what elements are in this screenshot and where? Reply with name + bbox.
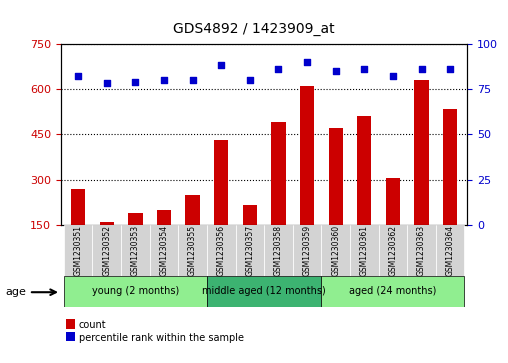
Point xyxy=(160,77,168,83)
FancyBboxPatch shape xyxy=(236,225,264,276)
Point xyxy=(303,59,311,65)
Bar xyxy=(271,122,285,225)
FancyBboxPatch shape xyxy=(207,276,322,307)
Text: GSM1230362: GSM1230362 xyxy=(389,225,397,276)
Bar xyxy=(243,205,257,225)
Text: GSM1230353: GSM1230353 xyxy=(131,225,140,276)
FancyBboxPatch shape xyxy=(407,225,436,276)
FancyBboxPatch shape xyxy=(207,225,236,276)
Point xyxy=(389,73,397,79)
Text: percentile rank within the sample: percentile rank within the sample xyxy=(79,333,244,343)
Bar xyxy=(300,86,314,225)
Bar xyxy=(415,80,429,225)
Text: GSM1230354: GSM1230354 xyxy=(160,225,169,276)
Bar xyxy=(357,116,371,225)
FancyBboxPatch shape xyxy=(92,225,121,276)
Bar xyxy=(443,109,457,225)
Text: GDS4892 / 1423909_at: GDS4892 / 1423909_at xyxy=(173,22,335,36)
Text: aged (24 months): aged (24 months) xyxy=(350,286,437,296)
Text: GSM1230360: GSM1230360 xyxy=(331,225,340,276)
Bar xyxy=(185,195,200,225)
FancyBboxPatch shape xyxy=(293,225,322,276)
Text: GSM1230363: GSM1230363 xyxy=(417,225,426,276)
Text: GSM1230359: GSM1230359 xyxy=(303,225,311,276)
Bar xyxy=(386,178,400,225)
Point xyxy=(446,66,454,72)
FancyBboxPatch shape xyxy=(436,225,464,276)
Text: GSM1230351: GSM1230351 xyxy=(74,225,83,276)
FancyBboxPatch shape xyxy=(350,225,378,276)
Point xyxy=(74,73,82,79)
Bar xyxy=(71,189,85,225)
Point xyxy=(360,66,368,72)
Text: GSM1230364: GSM1230364 xyxy=(446,225,455,276)
Bar xyxy=(157,210,171,225)
Point xyxy=(246,77,254,83)
FancyBboxPatch shape xyxy=(378,225,407,276)
FancyBboxPatch shape xyxy=(64,276,207,307)
FancyBboxPatch shape xyxy=(322,225,350,276)
Text: middle aged (12 months): middle aged (12 months) xyxy=(202,286,326,296)
Bar xyxy=(329,128,343,225)
FancyBboxPatch shape xyxy=(322,276,464,307)
Point xyxy=(332,68,340,74)
FancyBboxPatch shape xyxy=(178,225,207,276)
Text: GSM1230361: GSM1230361 xyxy=(360,225,369,276)
Text: GSM1230358: GSM1230358 xyxy=(274,225,283,276)
Text: age: age xyxy=(5,287,26,297)
Text: GSM1230355: GSM1230355 xyxy=(188,225,197,276)
FancyBboxPatch shape xyxy=(264,225,293,276)
Bar xyxy=(100,222,114,225)
Text: count: count xyxy=(79,320,106,330)
Text: GSM1230356: GSM1230356 xyxy=(217,225,226,276)
Text: GSM1230357: GSM1230357 xyxy=(245,225,255,276)
Point xyxy=(274,66,282,72)
Point xyxy=(217,62,225,68)
Bar xyxy=(214,140,229,225)
Point xyxy=(188,77,197,83)
FancyBboxPatch shape xyxy=(121,225,150,276)
Point xyxy=(103,81,111,86)
Point xyxy=(418,66,426,72)
FancyBboxPatch shape xyxy=(150,225,178,276)
Point xyxy=(131,79,139,85)
Bar xyxy=(128,213,143,225)
Text: young (2 months): young (2 months) xyxy=(92,286,179,296)
FancyBboxPatch shape xyxy=(64,225,92,276)
Text: GSM1230352: GSM1230352 xyxy=(102,225,111,276)
